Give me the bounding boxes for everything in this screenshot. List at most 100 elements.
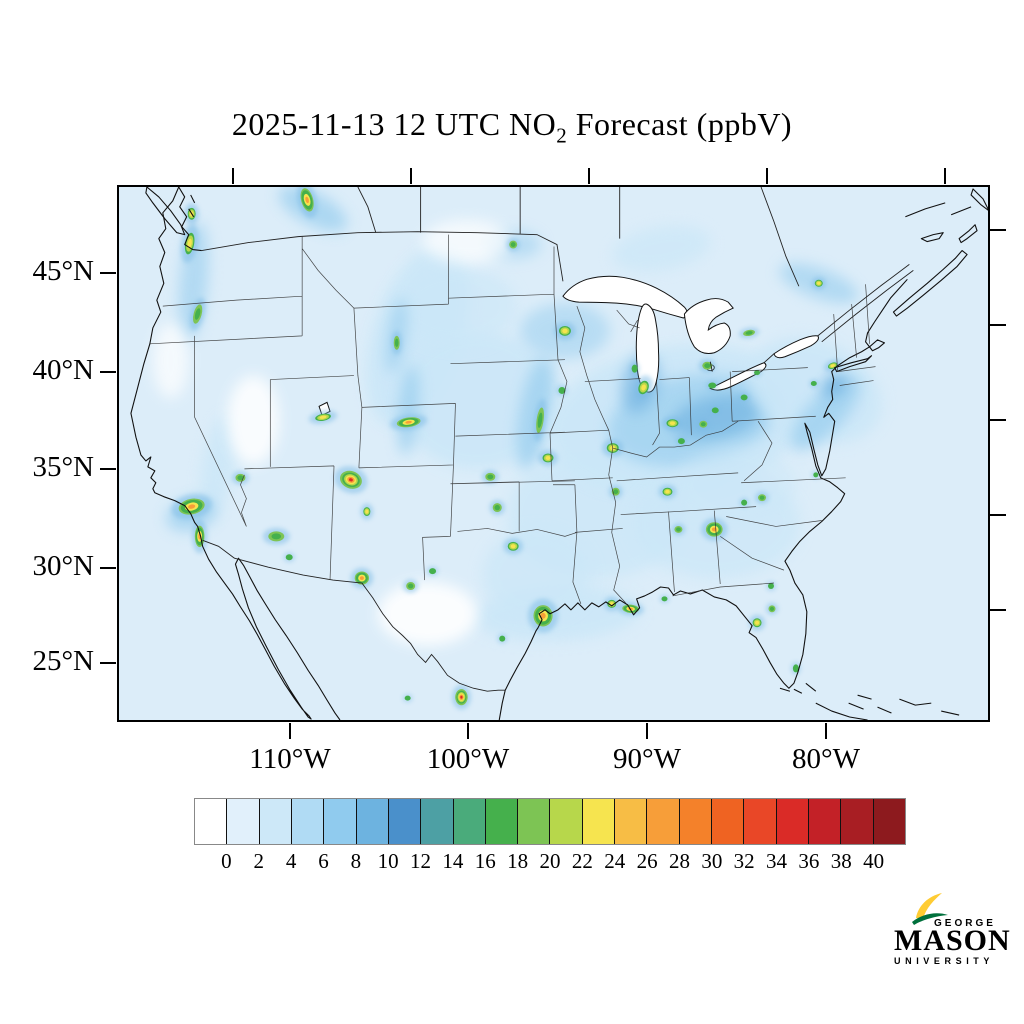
hotspot-ring [460, 695, 463, 699]
hotspot-charlotte [755, 491, 769, 504]
hotspot-ring [816, 281, 821, 285]
hotspot-ring [537, 412, 543, 428]
hotspot-ring [676, 527, 681, 532]
colorbar-cell-19 [807, 799, 841, 844]
hotspot-ring [813, 472, 819, 478]
hotspot-ring [188, 504, 196, 509]
st-lawrence-shore [905, 188, 988, 218]
hotspot-cleveland [705, 380, 719, 391]
hotspot-chicago [634, 375, 654, 400]
hotspot-ring [768, 583, 774, 589]
state-lines-south [553, 472, 775, 604]
hotspot-kansas-city [538, 449, 558, 467]
hotspot-ring [830, 364, 835, 368]
right-tick-4 [990, 609, 1006, 611]
lake-erie [709, 362, 767, 391]
hotspot-ring [510, 544, 516, 549]
lon-label-110°W: 110°W [249, 743, 331, 775]
hotspot-houston [527, 598, 559, 633]
hotspot-ring [510, 242, 516, 247]
hotspot-indianapolis [661, 416, 684, 431]
lake-huron [683, 298, 734, 354]
hotspot-salt-lake-city [308, 410, 338, 424]
hotspot-philadelphia [809, 379, 819, 388]
colorbar-tick-16: 16 [474, 849, 496, 873]
colorbar-tick-8: 8 [350, 849, 362, 873]
hotspot-ring [759, 495, 765, 500]
hotspot-montreal [811, 277, 826, 290]
hotspot-orlando [766, 602, 778, 615]
hotspot-tulsa [481, 470, 499, 484]
prince-edward-island [920, 232, 944, 243]
lat-label-35°N: 35°N [32, 451, 94, 483]
colorbar-tick-38: 38 [830, 849, 852, 873]
hotspot-des-moines [556, 384, 568, 397]
colorbar-tick-12: 12 [410, 849, 432, 873]
hotspot-ring [305, 196, 309, 204]
colorbar-tick-14: 14 [442, 849, 464, 873]
hotspot-milwaukee [629, 362, 640, 375]
title-subscript: 2 [556, 123, 568, 148]
colorbar-cell-18 [775, 799, 808, 844]
state-lines-west [149, 234, 456, 581]
caribbean-islands [779, 682, 960, 720]
hotspot-ring [631, 364, 638, 373]
colorbar-tick-22: 22 [571, 849, 593, 873]
hotspot-ring [237, 475, 244, 481]
hotspot-ring [641, 384, 646, 391]
top-tick-0 [232, 168, 234, 184]
colorbar-tick-32: 32 [733, 849, 755, 873]
hotspot-minneapolis [554, 321, 576, 340]
haze-region-29 [422, 219, 513, 264]
colorbar-cell-2 [258, 799, 291, 844]
hotspot-ring [613, 489, 619, 495]
colorbar-cell-15 [678, 799, 711, 844]
haze-region-21 [676, 445, 796, 525]
colorbar-tick-0: 0 [221, 849, 232, 873]
lon-tick-110°W [289, 723, 291, 739]
colorbar-tick-26: 26 [636, 849, 658, 873]
hotspot-columbus [709, 405, 721, 416]
hotspot-dallas [503, 538, 524, 555]
hotspot-monterrey [451, 684, 471, 710]
colorbar-cell-17 [743, 799, 776, 844]
hotspot-jacksonville [766, 581, 776, 591]
top-tick-1 [410, 168, 412, 184]
haze-region-3 [516, 356, 554, 471]
hotspot-memphis [608, 484, 623, 499]
haze-region-27 [227, 375, 280, 465]
lat-tick-45°N [100, 272, 116, 274]
hotspot-ring [792, 664, 799, 673]
hotspot-ring [755, 620, 760, 625]
hotspot-seattle [181, 224, 199, 263]
hotspot-ring [407, 583, 414, 589]
hotspot-ring [665, 489, 670, 494]
hotspot-ring [545, 455, 551, 460]
hotspot-louisville [675, 436, 687, 446]
hotspot-ring [285, 554, 293, 561]
colorbar-cell-16 [711, 799, 744, 844]
colorbar-tick-24: 24 [604, 849, 626, 873]
hotspot-calgary-plume [296, 187, 318, 219]
hotspot-victoria [497, 633, 508, 644]
colorbar-tick-10: 10 [377, 849, 399, 873]
hotspot-albuquerque [334, 466, 368, 494]
colorbar-cell-6 [387, 799, 421, 844]
colorbar-cell-14 [646, 799, 679, 844]
gmu-logo-mason: MASON [894, 924, 1011, 957]
top-tick-3 [766, 168, 768, 184]
hotspot-ring [711, 407, 719, 414]
lon-label-80°W: 80°W [792, 743, 860, 775]
lat-tick-30°N [100, 567, 116, 569]
hotspot-san-diego-tijuana [192, 519, 208, 554]
hotspot-las-cruces [360, 503, 374, 520]
state-lines-plains [422, 246, 613, 581]
haze-region-10 [822, 373, 848, 398]
lon-tick-90°W [646, 723, 648, 739]
lake-ontario [773, 335, 819, 359]
colorbar-tick-2: 2 [253, 849, 264, 873]
lon-tick-80°W [825, 723, 827, 739]
us-canada-border [201, 231, 914, 372]
hotspot-ring [187, 238, 192, 249]
